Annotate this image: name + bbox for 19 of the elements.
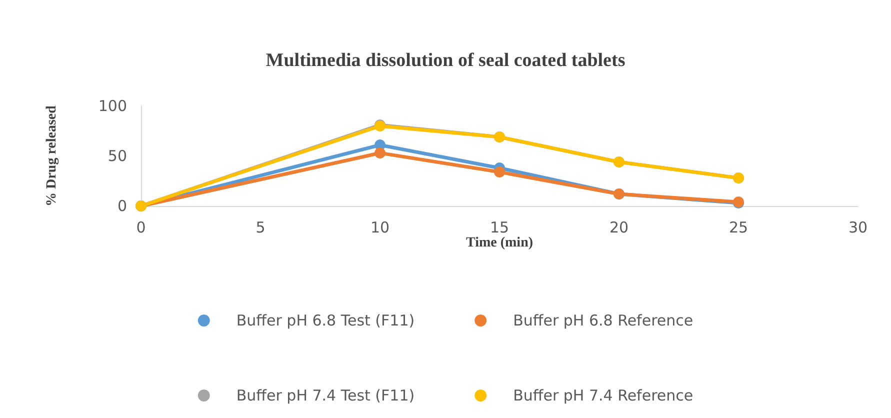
y-axis-title: % Drug released [44, 105, 60, 206]
x-axis-title: Time (min) [466, 236, 534, 250]
point [494, 166, 505, 178]
legend-label: Buffer pH 6.8 Reference [513, 312, 694, 330]
legend-label: Buffer pH 6.8 Test (F11) [236, 312, 415, 330]
x-tick-label: 10 [370, 218, 390, 236]
legend-label: Buffer pH 7.4 Test (F11) [236, 386, 415, 404]
x-tick-label: 15 [490, 218, 510, 236]
x-tick-label: 20 [609, 218, 629, 236]
point [374, 148, 386, 158]
legend-label: Buffer pH 7.4 Reference [513, 386, 694, 404]
x-tick-label: 30 [848, 218, 868, 236]
y-tick-label: 100 [98, 97, 127, 115]
x-tick-label: 5 [256, 218, 266, 236]
x-tick-label: 25 [728, 218, 748, 236]
x-tick-label: 0 [136, 218, 146, 236]
chart-title: Multimedia dissolution of seal coated tablets [266, 50, 626, 71]
y-tick-label: 0 [117, 197, 127, 215]
y-tick-label: 50 [108, 147, 127, 165]
